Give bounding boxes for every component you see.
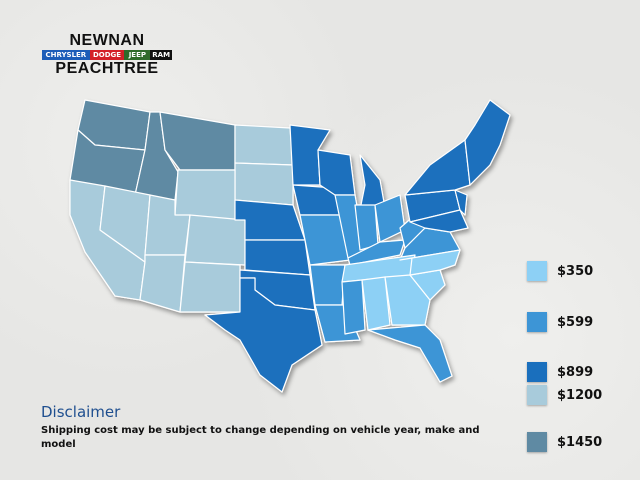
legend-label: $350 <box>557 263 594 279</box>
state-ny <box>404 139 471 196</box>
legend-label: $599 <box>557 314 594 330</box>
brand-ram: RAM <box>150 50 173 60</box>
legend-label: $1450 <box>557 434 603 450</box>
legend-swatch <box>527 385 547 405</box>
state-sd <box>234 162 294 206</box>
brand-chrysler: CHRYSLER <box>42 50 90 60</box>
logo-line-3: PEACHTREE <box>55 60 159 77</box>
state-mo <box>299 214 351 266</box>
state-ne <box>234 199 306 241</box>
state-al <box>361 276 391 331</box>
state-wy <box>174 169 236 221</box>
state-co <box>184 214 246 266</box>
state-nj <box>454 189 468 216</box>
logo-brand-bar: CHRYSLER DODGE JEEP RAM <box>42 50 173 60</box>
legend-item-350: $350 <box>527 261 593 281</box>
state-fl <box>367 324 453 383</box>
state-ne-states <box>464 99 511 186</box>
legend-swatch <box>527 261 547 281</box>
disclaimer-title: Disclaimer <box>41 403 121 421</box>
legend-item-1200: $1200 <box>527 385 602 405</box>
disclaimer-text: Shipping cost may be subject to change d… <box>41 425 480 450</box>
legend-item-899: $899 <box>527 362 593 382</box>
state-tx <box>204 277 323 393</box>
state-ar <box>309 264 346 306</box>
state-nd <box>234 124 294 166</box>
state-ms <box>341 279 366 335</box>
dealer-logo: NEWNAN CHRYSLER DODGE JEEP RAM PEACHTREE <box>42 32 173 77</box>
state-ks <box>244 239 311 276</box>
state-az <box>139 254 186 313</box>
legend-label: $899 <box>557 364 594 380</box>
brand-jeep: JEEP <box>124 50 151 60</box>
state-md <box>409 209 469 233</box>
legend-label: $1200 <box>557 387 603 403</box>
legend-item-599: $599 <box>527 312 593 332</box>
legend-swatch <box>527 432 547 452</box>
disclaimer: Disclaimer Shipping cost may be subject … <box>41 403 481 452</box>
legend-item-1450: $1450 <box>527 432 602 452</box>
logo-line-1: NEWNAN <box>69 32 145 49</box>
state-nc <box>399 249 461 276</box>
legend-swatch <box>527 312 547 332</box>
legend-swatch <box>527 362 547 382</box>
brand-dodge: DODGE <box>89 50 125 60</box>
state-nm <box>179 261 241 313</box>
state-mi <box>359 154 386 211</box>
state-ga <box>384 274 431 326</box>
